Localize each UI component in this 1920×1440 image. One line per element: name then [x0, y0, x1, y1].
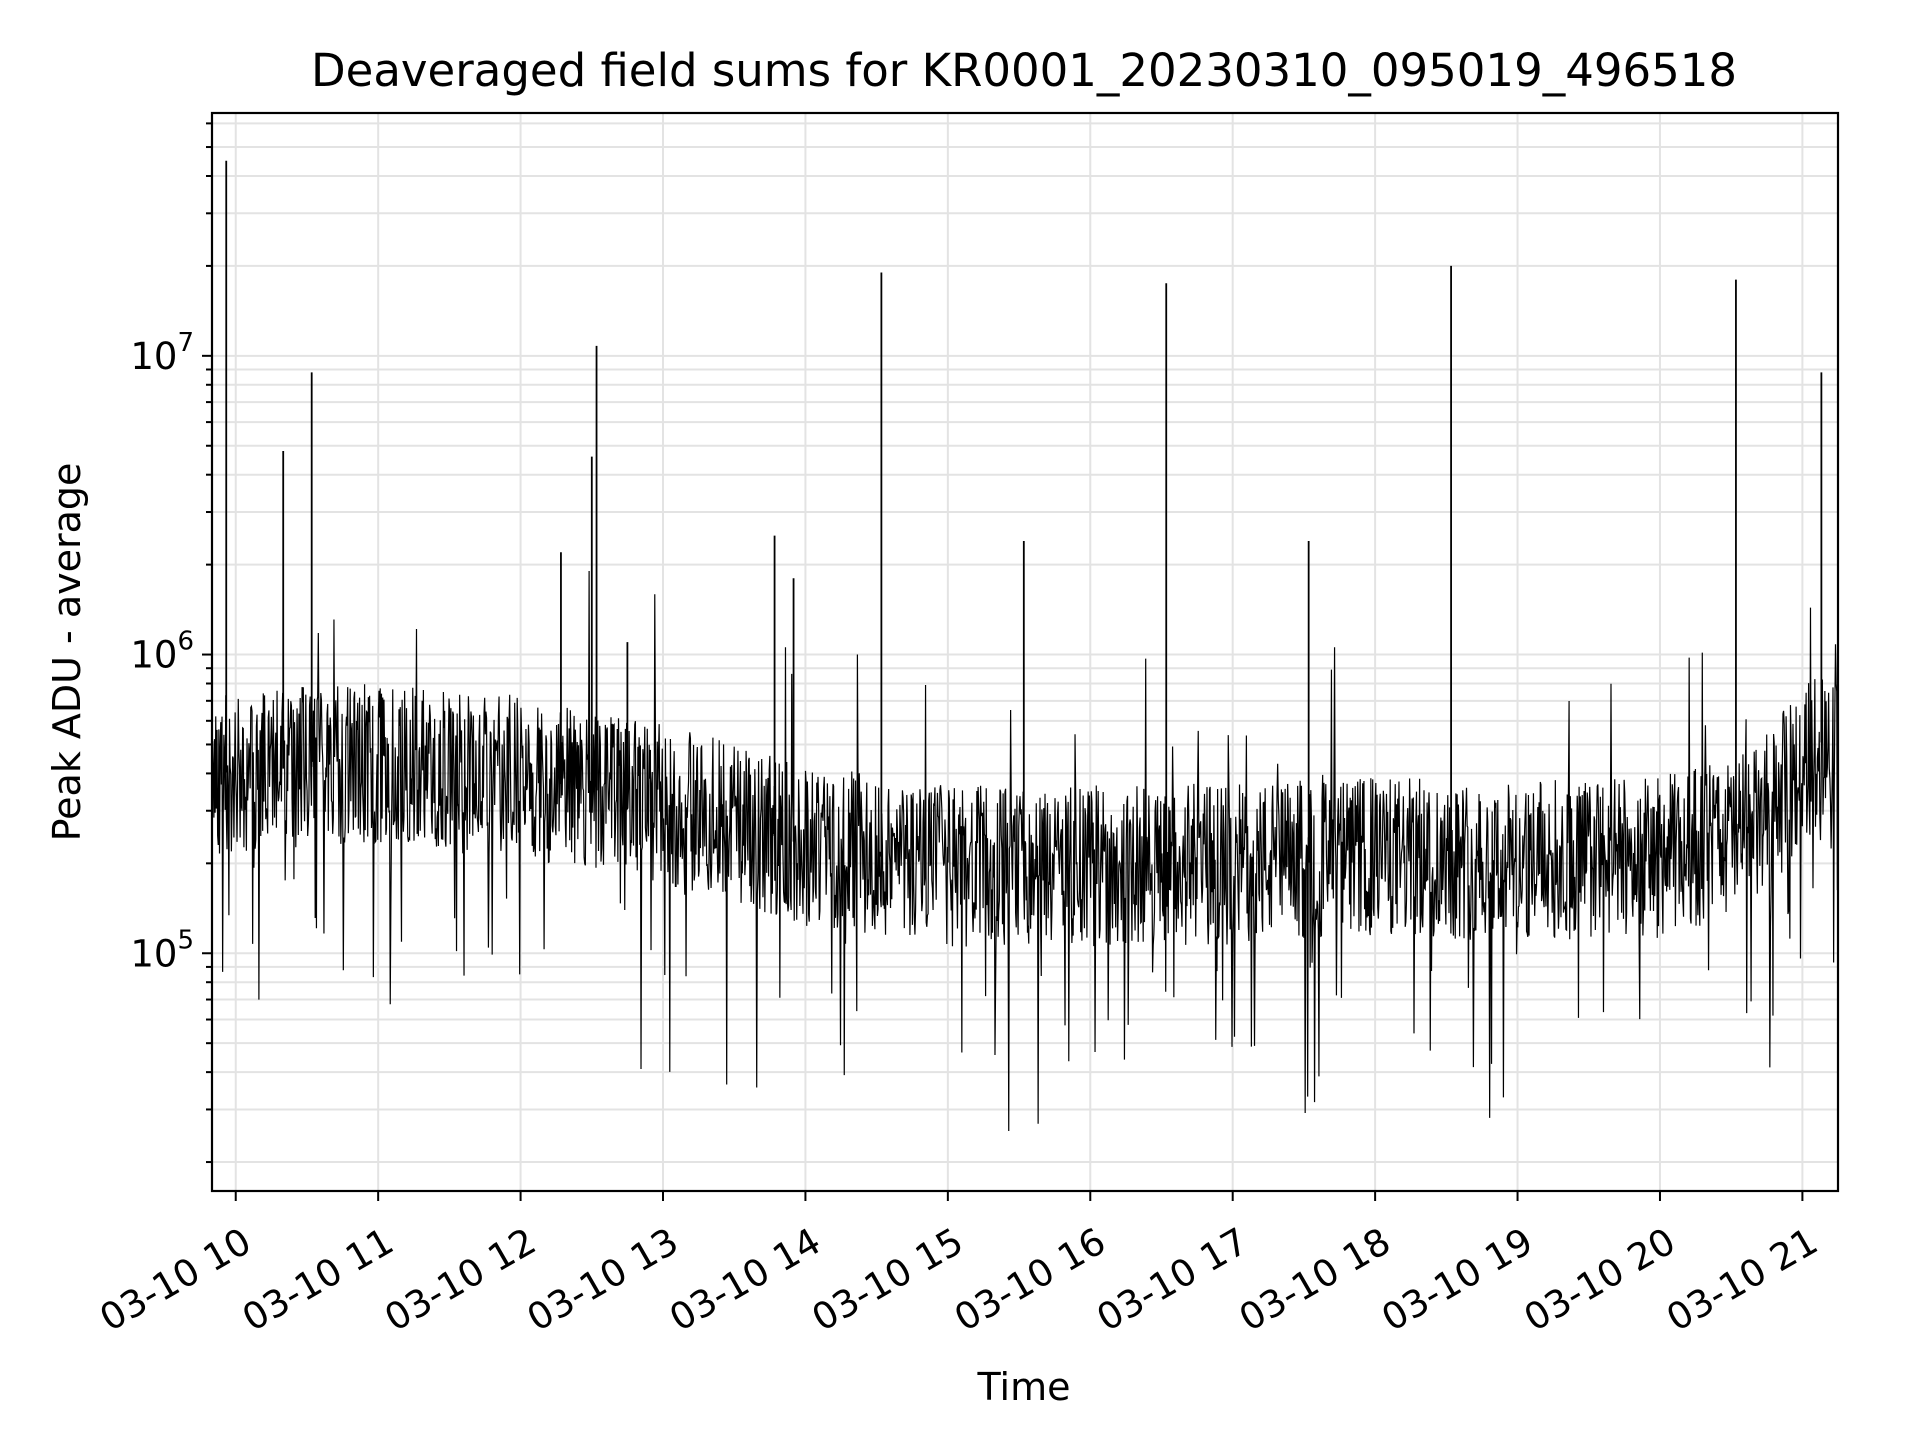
x-tick-label: 03-10 10 [93, 1220, 259, 1340]
x-tick-label: 03-10 20 [1517, 1220, 1683, 1340]
y-tick-label: 106 [130, 627, 194, 677]
spikes-group [225, 160, 1823, 867]
x-tick-label: 03-10 17 [1090, 1220, 1256, 1340]
chart-title: Deaveraged field sums for KR0001_2023031… [311, 44, 1737, 97]
x-tick-label: 03-10 18 [1232, 1220, 1398, 1340]
plot-area-frame [210, 111, 1840, 1193]
series-line [211, 571, 1839, 1131]
x-tick-label: 03-10 19 [1374, 1220, 1540, 1340]
y-axis-label: Peak ADU - average [45, 463, 89, 842]
x-tick-label: 03-10 14 [662, 1220, 828, 1340]
x-tick-label: 03-10 11 [235, 1220, 401, 1340]
x-axis-label: Time [977, 1365, 1071, 1409]
y-axis: 105 106 107 [130, 122, 212, 1164]
x-tick-label: 03-10 12 [378, 1220, 544, 1340]
x-tick-label: 03-10 21 [1659, 1220, 1825, 1340]
x-tick-label: 03-10 16 [947, 1220, 1113, 1340]
y-tick-label: 105 [130, 925, 194, 975]
series-group [211, 571, 1839, 1131]
x-tick-label: 03-10 13 [520, 1220, 686, 1340]
grid [212, 113, 1838, 1191]
x-tick-label: 03-10 15 [805, 1220, 971, 1340]
y-tick-label: 107 [130, 328, 194, 378]
